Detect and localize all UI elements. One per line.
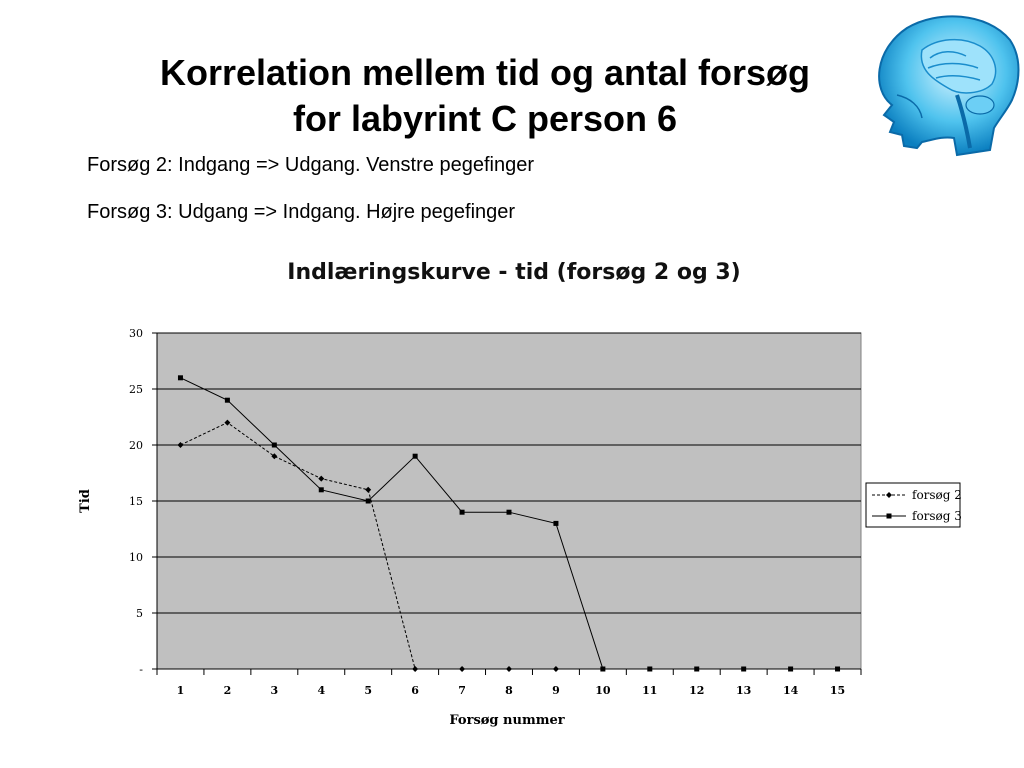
data-point-diamond [552, 666, 559, 672]
slide-title-line2: for labyrint C person 6 [292, 98, 678, 139]
data-point-diamond [412, 666, 419, 672]
data-point-square [271, 442, 277, 448]
data-point-square [459, 509, 465, 515]
data-point-square [365, 498, 371, 504]
slide-title: Korrelation mellem tid og antal forsøg f… [100, 50, 870, 142]
series-line-1 [180, 422, 556, 670]
y-tick-label: 20 [129, 439, 143, 452]
chart-title: Indlæringskurve - tid (forsøg 2 og 3) [287, 260, 741, 285]
x-tick-label: 9 [552, 684, 560, 697]
legend-label-2: forsøg 3 [912, 509, 962, 523]
data-point-square [506, 509, 512, 515]
x-tick-label: 4 [317, 684, 325, 697]
x-tick-label: 5 [364, 684, 372, 697]
data-point-square [177, 375, 183, 381]
legend-box [865, 482, 961, 528]
data-point-square [412, 453, 418, 459]
data-point-diamond [318, 475, 325, 482]
y-tick-label: 5 [136, 607, 143, 620]
trial-3-note: Forsøg 3: Udgang => Indgang. Højre pegef… [87, 201, 516, 223]
data-point-square [647, 666, 653, 672]
slide-title-line1: Korrelation mellem tid og antal forsøg [159, 52, 811, 93]
data-point-square [318, 487, 324, 493]
data-point-square [224, 397, 230, 403]
x-tick-label: 15 [830, 684, 845, 697]
x-tick-label: 11 [642, 684, 657, 697]
y-tick-label: - [139, 663, 143, 676]
trial-2-note: Forsøg 2: Indgang => Udgang. Venstre peg… [87, 154, 534, 176]
x-tick-label: 10 [595, 684, 611, 697]
x-tick-label: 7 [458, 684, 466, 697]
data-point-square [788, 666, 794, 672]
legend-marker-diamond [886, 492, 892, 498]
y-tick-label: 25 [129, 383, 143, 396]
legend-marker-square [886, 513, 892, 519]
data-point-square [553, 520, 559, 526]
data-point-square [600, 666, 606, 672]
x-tick-label: 2 [224, 684, 232, 697]
x-tick-label: 6 [411, 684, 419, 697]
y-tick-label: 10 [129, 551, 143, 564]
x-tick-label: 12 [689, 684, 704, 697]
data-point-diamond [224, 419, 231, 426]
data-point-diamond [459, 666, 466, 672]
data-point-square [741, 666, 747, 672]
y-axis-label: Tid [78, 489, 93, 513]
x-axis-label: Forsøg nummer [449, 713, 564, 728]
x-tick-label: 13 [736, 684, 751, 697]
data-point-diamond [271, 453, 278, 460]
data-point-square [694, 666, 700, 672]
data-point-diamond [506, 666, 512, 672]
x-tick-label: 1 [177, 684, 185, 697]
data-point-diamond [365, 486, 372, 493]
data-point-square [835, 666, 841, 672]
x-tick-label: 3 [271, 684, 279, 697]
legend-label-1: forsøg 2 [912, 488, 962, 502]
data-point-diamond [177, 442, 184, 448]
brain-illustration [878, 15, 1020, 157]
y-tick-label: 30 [129, 327, 143, 340]
x-tick-label: 14 [783, 684, 799, 697]
x-tick-label: 8 [505, 684, 513, 697]
y-tick-label: 15 [129, 495, 143, 508]
